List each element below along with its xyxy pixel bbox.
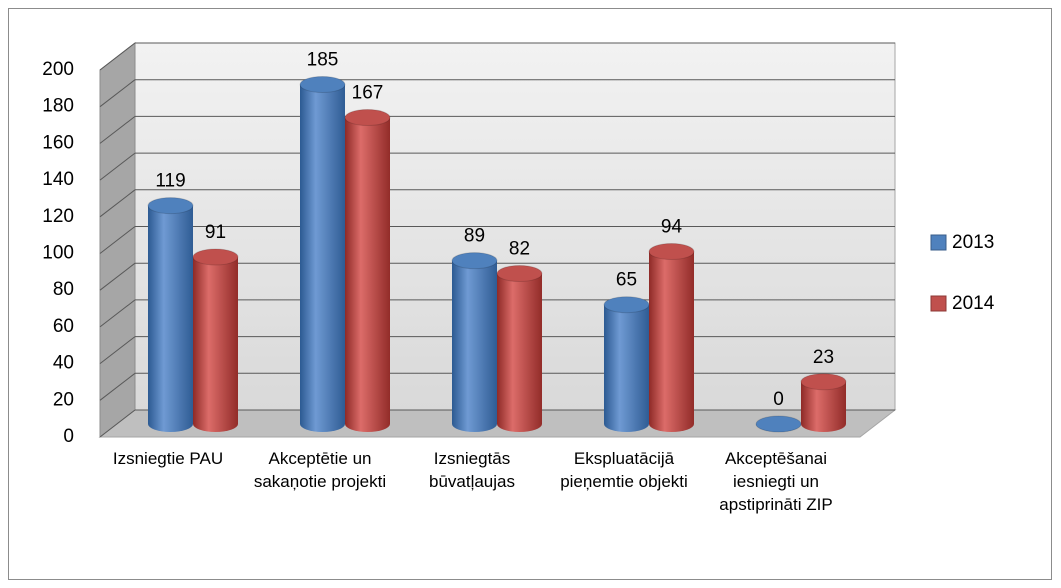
bar-body xyxy=(452,260,497,432)
grid-line-side xyxy=(99,262,136,291)
data-label: 65 xyxy=(616,270,637,291)
bar-top xyxy=(800,373,847,391)
bar xyxy=(755,415,802,433)
data-label: 23 xyxy=(813,347,834,368)
y-tick-label: 120 xyxy=(42,206,74,227)
y-tick-label: 20 xyxy=(53,389,74,410)
bar-body xyxy=(345,117,390,433)
y-tick-label: 40 xyxy=(53,353,74,374)
bar-body xyxy=(497,273,542,432)
bar xyxy=(147,197,194,432)
legend-label: 2014 xyxy=(952,293,995,314)
data-label: 185 xyxy=(307,50,339,71)
grid-line-side xyxy=(99,189,136,218)
y-tick-label: 80 xyxy=(53,279,74,300)
bar xyxy=(603,296,650,432)
bar-top xyxy=(147,197,194,215)
bar xyxy=(800,373,847,432)
bar-body xyxy=(649,251,694,432)
y-tick-label: 200 xyxy=(42,59,74,80)
bar xyxy=(192,248,239,432)
legend-label: 2013 xyxy=(952,232,994,253)
legend-swatch xyxy=(930,295,947,312)
x-tick-label: Izsniegtās būvatļaujas xyxy=(428,449,515,491)
bar-body xyxy=(193,257,238,432)
grid-line-side xyxy=(99,409,136,438)
bar-top xyxy=(755,415,802,433)
y-tick-label: 60 xyxy=(53,316,74,337)
bar-top xyxy=(192,248,239,266)
x-tick-label: Akceptētie un sakaņotie projekti xyxy=(253,449,387,491)
data-label: 91 xyxy=(205,222,226,243)
y-tick-label: 0 xyxy=(63,426,74,447)
bar xyxy=(299,76,346,433)
x-tick-label: Izsniegtie PAU xyxy=(112,449,224,468)
data-label: 82 xyxy=(509,239,530,260)
bar xyxy=(451,252,498,432)
bar-top xyxy=(344,109,391,127)
y-tick-label: 100 xyxy=(42,243,74,264)
bar-top xyxy=(648,243,695,261)
grid-line-side xyxy=(99,152,136,181)
grid-line-side xyxy=(99,79,136,108)
x-tick-label: Akceptēšanai iesniegti un apstiprināti Z… xyxy=(719,449,833,514)
data-label: 119 xyxy=(155,171,185,192)
grid-line-side xyxy=(99,372,136,401)
grid-line-side xyxy=(99,116,136,144)
data-label: 0 xyxy=(773,389,784,410)
bar-top xyxy=(496,265,543,283)
bar-top xyxy=(299,76,346,94)
bar-body xyxy=(604,304,649,432)
x-tick-label: Ekspluatācijā pieņemtie objekti xyxy=(560,449,688,491)
bar-top xyxy=(451,252,498,270)
bar xyxy=(648,243,695,432)
data-label: 167 xyxy=(352,83,384,104)
data-label: 94 xyxy=(661,217,683,238)
legend-swatch xyxy=(930,234,947,251)
bar-body xyxy=(801,381,846,432)
bar xyxy=(344,109,391,433)
grid-line-side xyxy=(99,336,136,364)
bar-body xyxy=(148,205,193,432)
grid-line-side xyxy=(99,226,136,254)
data-label: 89 xyxy=(464,226,485,247)
y-tick-label: 140 xyxy=(42,169,74,190)
bar-body xyxy=(300,84,345,433)
y-tick-label: 160 xyxy=(42,132,74,153)
grid-line-side xyxy=(99,42,136,71)
grid-line-side xyxy=(99,299,136,328)
bar-top xyxy=(603,296,650,314)
bar xyxy=(496,265,543,432)
y-tick-label: 180 xyxy=(42,96,74,117)
